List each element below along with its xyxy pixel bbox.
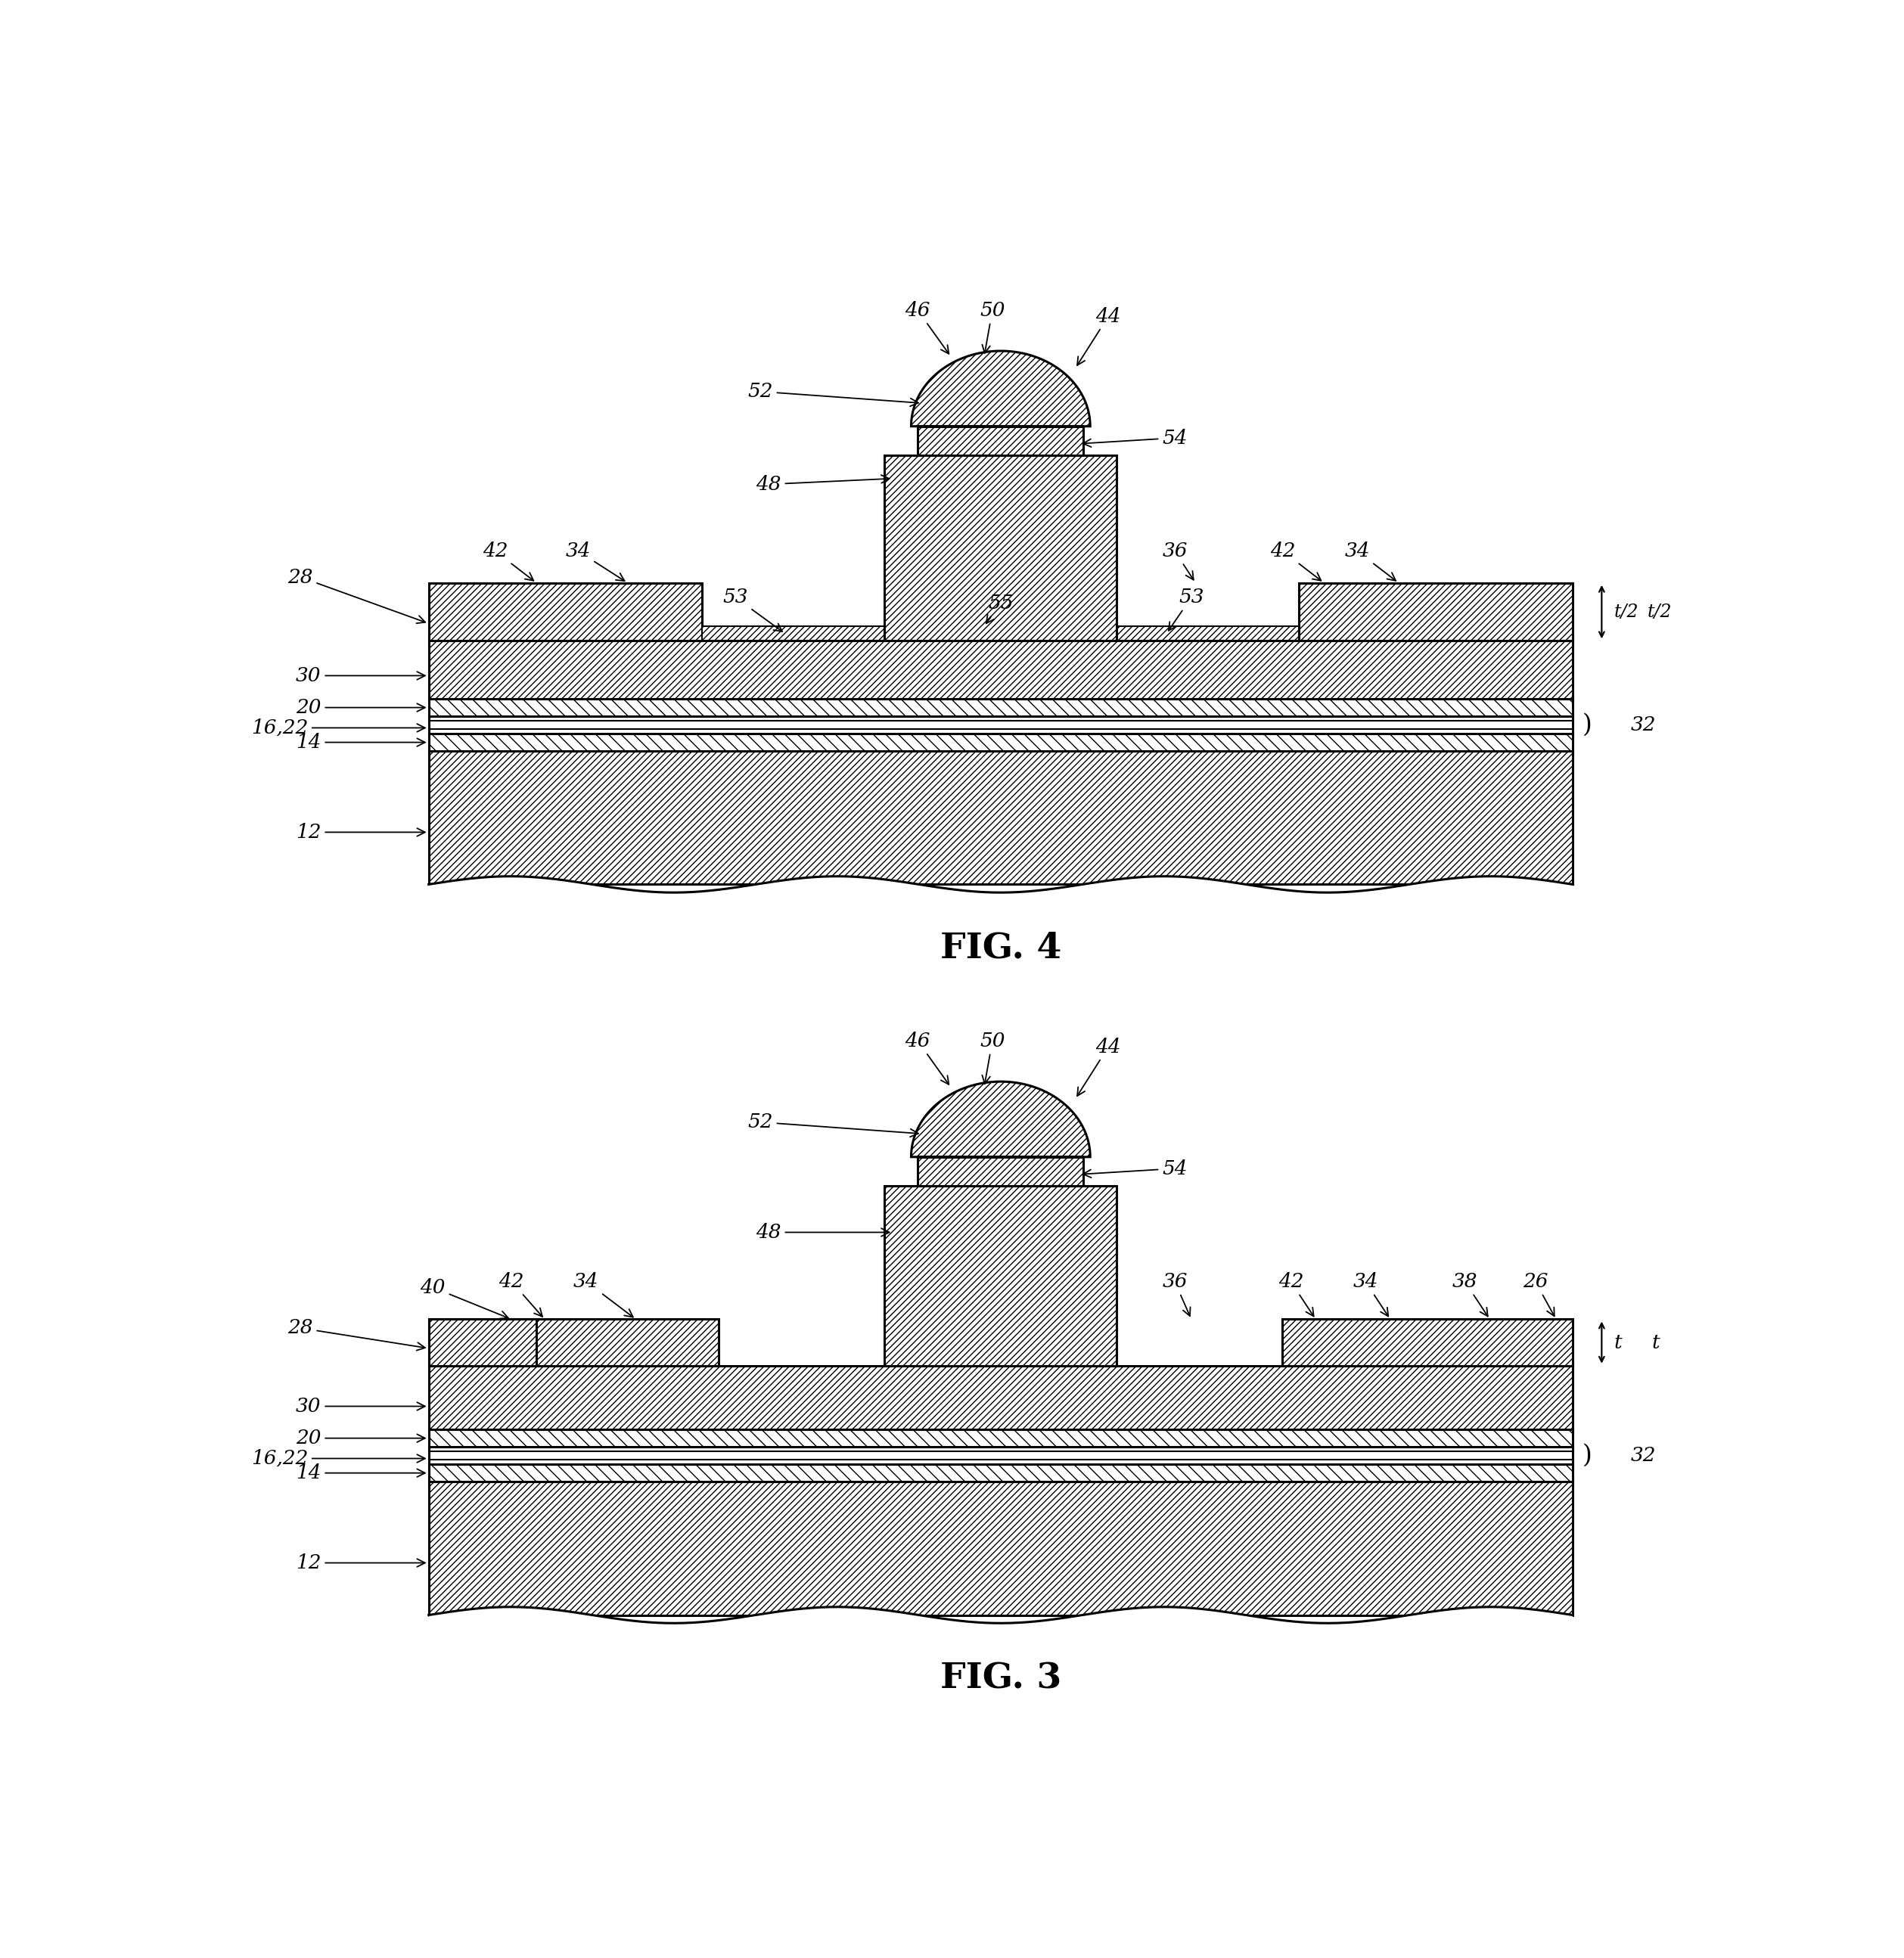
Text: 40: 40: [421, 1279, 508, 1318]
Text: 32: 32: [1630, 1447, 1656, 1465]
Text: 36: 36: [1161, 542, 1194, 580]
Polygon shape: [428, 877, 1573, 912]
Text: 42: 42: [1278, 1273, 1314, 1316]
Bar: [703, 627, 885, 640]
Text: 14: 14: [295, 732, 425, 752]
Bar: [428, 752, 1573, 885]
Text: 12: 12: [295, 822, 425, 842]
Bar: [428, 734, 1573, 752]
Bar: [885, 1187, 1118, 1367]
Text: 34: 34: [1352, 1273, 1388, 1316]
Text: 38: 38: [1453, 1273, 1487, 1316]
Bar: [428, 717, 1573, 734]
Text: t/2: t/2: [1647, 603, 1672, 621]
Text: 30: 30: [295, 666, 425, 685]
Text: 30: 30: [295, 1396, 425, 1416]
Text: 28: 28: [288, 568, 425, 623]
Text: 52: 52: [748, 382, 918, 405]
Bar: [428, 1482, 1573, 1615]
Text: 14: 14: [295, 1463, 425, 1482]
Text: 42: 42: [482, 542, 533, 582]
Text: 46: 46: [904, 1032, 948, 1085]
Polygon shape: [912, 350, 1091, 427]
Text: 53: 53: [724, 587, 783, 632]
Bar: [918, 1157, 1083, 1187]
Bar: [428, 1465, 1573, 1482]
Text: 16,22: 16,22: [251, 1449, 425, 1468]
Text: 36: 36: [1161, 1273, 1190, 1316]
Text: 52: 52: [748, 1112, 918, 1138]
Polygon shape: [912, 1081, 1091, 1157]
Bar: [428, 1447, 1573, 1465]
Text: 32: 32: [1630, 715, 1656, 734]
Text: 55: 55: [986, 593, 1013, 623]
Text: FIG. 4: FIG. 4: [941, 930, 1061, 965]
Bar: [428, 699, 1573, 717]
Text: 50: 50: [981, 1032, 1005, 1085]
Polygon shape: [428, 1608, 1573, 1645]
Text: t: t: [1615, 1333, 1622, 1351]
Bar: [885, 456, 1118, 640]
Bar: [1283, 1320, 1573, 1367]
Bar: [428, 1429, 1573, 1447]
Bar: [1118, 627, 1299, 640]
Text: 44: 44: [1078, 1038, 1121, 1096]
Text: 12: 12: [295, 1553, 425, 1572]
Text: 48: 48: [756, 476, 889, 493]
Text: 20: 20: [295, 699, 425, 717]
Text: 34: 34: [1344, 542, 1396, 582]
Text: 48: 48: [756, 1224, 889, 1241]
Text: 34: 34: [565, 542, 625, 582]
Text: 53: 53: [1169, 587, 1203, 630]
Text: 34: 34: [573, 1273, 632, 1318]
Text: 20: 20: [295, 1429, 425, 1447]
Bar: [428, 1320, 537, 1367]
Text: 54: 54: [1083, 1159, 1188, 1179]
Text: FIG. 3: FIG. 3: [941, 1662, 1061, 1696]
Text: 42: 42: [499, 1273, 543, 1316]
Bar: [428, 640, 1573, 699]
Bar: [428, 583, 703, 640]
Bar: [428, 1320, 720, 1367]
Text: 44: 44: [1078, 307, 1121, 366]
Text: t/2: t/2: [1615, 603, 1639, 621]
Text: 16,22: 16,22: [251, 719, 425, 738]
Text: ): ): [1582, 713, 1592, 736]
Text: 28: 28: [288, 1318, 425, 1351]
Text: t: t: [1651, 1333, 1660, 1351]
Text: 50: 50: [981, 302, 1005, 352]
Bar: [918, 427, 1083, 456]
Text: 46: 46: [904, 302, 948, 354]
Text: 26: 26: [1523, 1273, 1554, 1316]
Bar: [428, 1367, 1573, 1429]
Bar: [1299, 583, 1573, 640]
Text: 54: 54: [1083, 429, 1188, 446]
Text: ): ): [1582, 1443, 1592, 1468]
Text: 42: 42: [1270, 542, 1321, 582]
